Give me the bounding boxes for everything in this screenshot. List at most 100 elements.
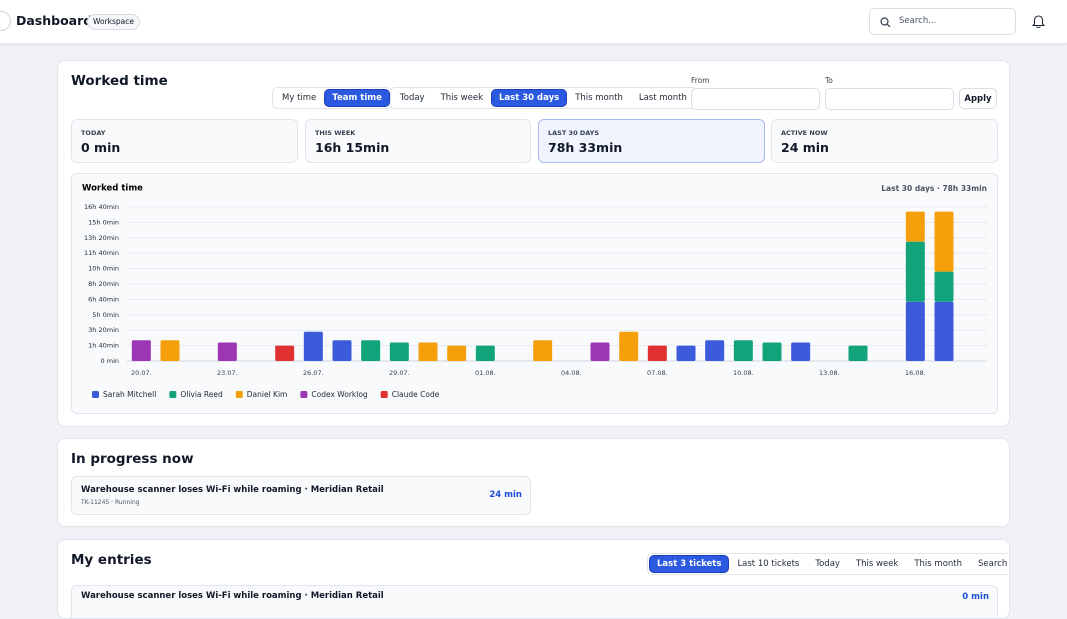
- x-tick-label: 23.07.: [217, 369, 238, 377]
- bar-segment: [475, 345, 495, 361]
- bar-segment: [160, 340, 180, 361]
- entry-item[interactable]: Warehouse scanner loses Wi-Fi while roam…: [71, 585, 998, 618]
- y-tick-label: 8h 20min: [88, 280, 119, 288]
- legend-swatch: [380, 391, 388, 398]
- from-input[interactable]: [691, 88, 820, 110]
- from-label: From: [691, 76, 710, 85]
- tab-button[interactable]: This month: [914, 559, 963, 569]
- bar-segment: [934, 301, 954, 361]
- bar-segment: [676, 345, 696, 361]
- chart: Worked time Last 30 days · 78h 33min 0 min…: [82, 184, 987, 399]
- bar-segment: [647, 345, 667, 361]
- tab-button[interactable]: Today: [400, 93, 425, 103]
- bar-segment: [705, 340, 725, 361]
- bar-segment: [905, 301, 925, 361]
- stat-card: TODAY 0 min: [71, 119, 298, 163]
- bar-segment: [361, 340, 381, 361]
- top-bar: Dashboard Workspace Search...: [0, 0, 1067, 44]
- card-title: Worked time: [71, 73, 168, 89]
- legend-swatch: [235, 391, 243, 398]
- bar-segment: [275, 345, 295, 361]
- stat-label: THIS WEEK: [315, 129, 356, 137]
- bar-segment: [848, 345, 868, 361]
- bar-segment: [590, 342, 610, 361]
- tab-button[interactable]: Search: [978, 559, 1008, 569]
- y-tick-label: 1h 40min: [88, 342, 119, 350]
- tab-button[interactable]: This week: [440, 93, 483, 103]
- y-tick-label: 10h 0min: [88, 265, 119, 273]
- bar-segment: [131, 340, 151, 361]
- y-tick-label: 15h 0min: [88, 218, 119, 226]
- page-title: Dashboard: [16, 13, 93, 28]
- legend-swatch: [169, 391, 177, 398]
- x-tick-label: 29.07.: [389, 369, 410, 377]
- range-tabs: Today This week Last 30 days This month Last…: [390, 87, 697, 109]
- y-tick-label: 0 min: [101, 357, 119, 365]
- entries-card: My entries Last 3 tickets Last 10 tickets T…: [57, 539, 1010, 619]
- tab-button[interactable]: Last 10 tickets: [737, 559, 800, 569]
- legend-label: Daniel Kim: [247, 390, 288, 399]
- bar-segment: [303, 331, 323, 361]
- bar-segment: [934, 211, 954, 272]
- tab-button[interactable]: Last 30 days: [492, 90, 567, 106]
- chart-title: Worked time: [82, 184, 143, 194]
- stat-label: ACTIVE NOW: [781, 129, 828, 137]
- legend-label: Claude Code: [392, 390, 440, 399]
- item-meta: TK-11245 · Running: [81, 499, 140, 506]
- bar-segment: [934, 271, 954, 302]
- to-input[interactable]: [825, 88, 954, 110]
- bar-segment: [418, 342, 438, 361]
- to-label: To: [825, 76, 833, 85]
- tab-button[interactable]: Today: [815, 559, 840, 569]
- stat-value: 78h 33min: [548, 140, 623, 155]
- search-box[interactable]: Search...: [869, 8, 1016, 35]
- y-tick-label: 5h 0min: [92, 311, 119, 319]
- bar-segment: [332, 340, 352, 361]
- stat-card: ACTIVE NOW 24 min: [771, 119, 998, 163]
- legend-label: Olivia Reed: [180, 390, 223, 399]
- legend-label: Codex Worklog: [311, 390, 368, 399]
- search-icon: [880, 17, 891, 28]
- workspace-badge: Workspace: [87, 14, 140, 30]
- y-tick-label: 16h 40min: [84, 203, 119, 211]
- tab-button[interactable]: Team time: [325, 90, 389, 106]
- stat-value: 0 min: [81, 140, 121, 155]
- bar-segment: [389, 342, 409, 361]
- chart-panel: Worked time Last 30 days · 78h 33min 0 min…: [71, 173, 998, 414]
- x-tick-label: 13.08.: [819, 369, 840, 377]
- x-tick-label: 20.07.: [131, 369, 152, 377]
- item-title: Warehouse scanner loses Wi-Fi while roam…: [81, 485, 384, 495]
- x-tick-label: 04.08.: [561, 369, 582, 377]
- bar-segment: [447, 345, 467, 361]
- x-tick-label: 10.08.: [733, 369, 754, 377]
- bar-segment: [733, 340, 753, 361]
- tab-button[interactable]: Last month: [638, 93, 687, 103]
- progress-item[interactable]: Warehouse scanner loses Wi-Fi while roam…: [71, 476, 531, 515]
- x-tick-label: 16.08.: [905, 369, 926, 377]
- in-progress-card: In progress now Warehouse scanner loses W…: [57, 438, 1010, 527]
- bar-segment: [619, 331, 639, 361]
- apply-button[interactable]: Apply: [959, 88, 997, 109]
- tab-button[interactable]: Last 3 tickets: [650, 556, 729, 572]
- stat-value: 16h 15min: [315, 140, 390, 155]
- x-tick-label: 07.08.: [647, 369, 668, 377]
- tab-button[interactable]: My time: [282, 93, 317, 103]
- tab-button[interactable]: This week: [855, 559, 899, 569]
- bar-segment: [533, 340, 553, 361]
- y-tick-label: 3h 20min: [88, 326, 119, 334]
- bar-segment: [762, 342, 782, 361]
- entries-tabs: Last 3 tickets Last 10 tickets Today This w…: [647, 553, 1009, 575]
- legend-swatch: [300, 391, 308, 398]
- legend-swatch: [92, 391, 99, 398]
- tab-button[interactable]: This month: [575, 93, 623, 103]
- notification-bell[interactable]: [1032, 14, 1045, 28]
- search-placeholder: Search...: [899, 16, 937, 26]
- stat-label: LAST 30 DAYS: [548, 129, 600, 137]
- bar-segment: [905, 241, 925, 302]
- back-button[interactable]: [0, 11, 11, 31]
- worked-time-card: Worked time My time Team time Today This wee…: [57, 60, 1010, 427]
- item-duration: 0 min: [962, 592, 989, 602]
- stat-card: LAST 30 DAYS 78h 33min: [538, 119, 765, 163]
- chart-subtitle: Last 30 days · 78h 33min: [881, 184, 987, 193]
